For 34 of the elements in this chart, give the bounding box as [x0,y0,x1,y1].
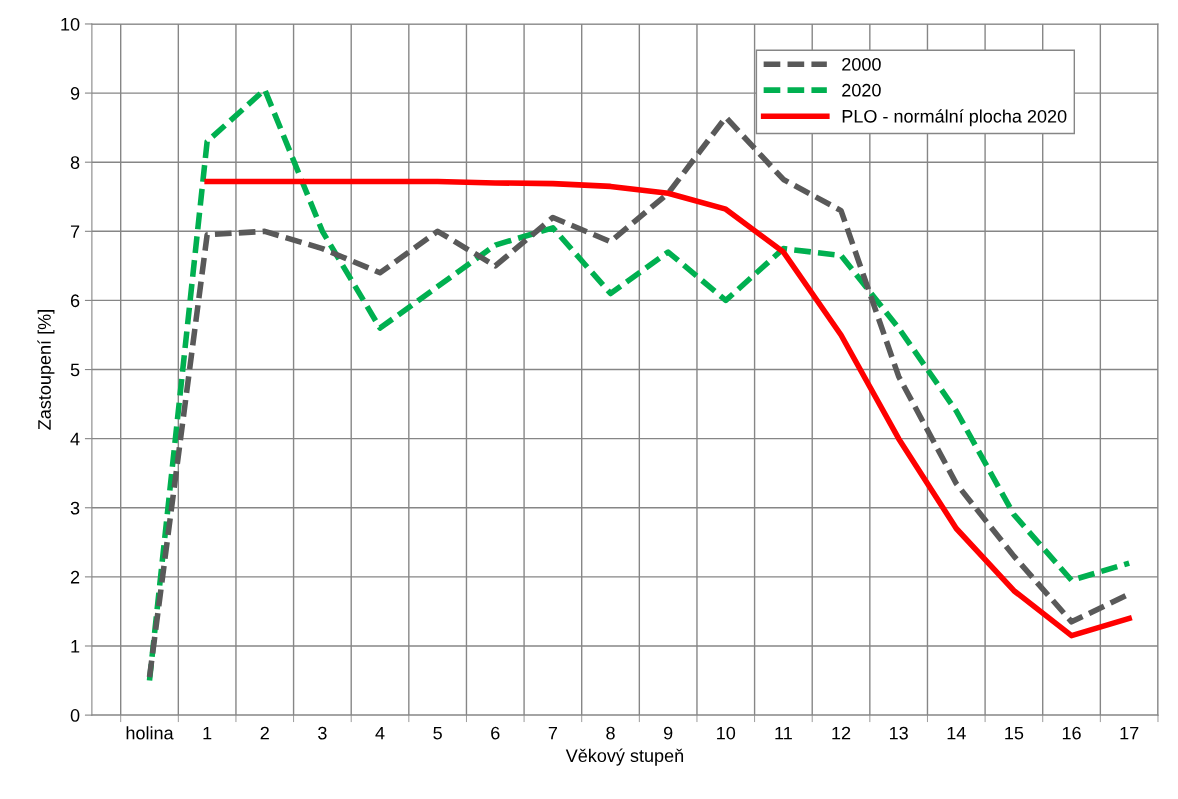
legend-label: 2000 [842,57,881,71]
x-tick-label: 10 [717,726,736,740]
y-tick-label: 9 [70,87,80,100]
x-tick-label: 9 [663,726,673,740]
y-tick-label: 2 [70,570,80,584]
x-tick-label: 6 [491,726,500,740]
y-tick-label: 10 [61,17,80,31]
y-tick-label: 1 [71,640,80,653]
x-tick-label: 1 [203,726,212,740]
x-tick-label: 2 [260,726,269,740]
y-tick-label: 8 [70,156,80,169]
x-axis-title: Věkový stupeň [565,748,684,766]
x-tick-label: 15 [1005,726,1024,740]
y-tick-label: 7 [70,225,80,238]
x-tick-label: 4 [375,726,385,740]
x-tick-label: 12 [832,726,851,740]
x-tick-label: 14 [947,726,966,740]
x-tick-label: 17 [1120,726,1139,740]
y-axis-title: Zastoupení [%] [37,310,55,430]
y-tick-label: 4 [70,432,80,446]
x-tick-label: 13 [889,726,908,740]
x-tick-label: 3 [318,726,327,740]
legend-label: PLO - normální plocha 2020 [842,109,1067,127]
y-tick-label: 3 [70,501,80,515]
y-tick-label: 6 [70,294,80,308]
x-tick-label: 8 [606,726,615,740]
x-tick-label: 7 [548,726,558,740]
legend-label: 2020 [842,83,881,97]
x-tick-label: 11 [775,726,792,740]
x-tick-label: holina [126,726,174,740]
y-tick-label: 5 [70,363,80,377]
y-tick-label: 0 [70,709,80,722]
x-tick-label: 5 [433,726,442,740]
x-tick-label: 16 [1062,726,1081,740]
